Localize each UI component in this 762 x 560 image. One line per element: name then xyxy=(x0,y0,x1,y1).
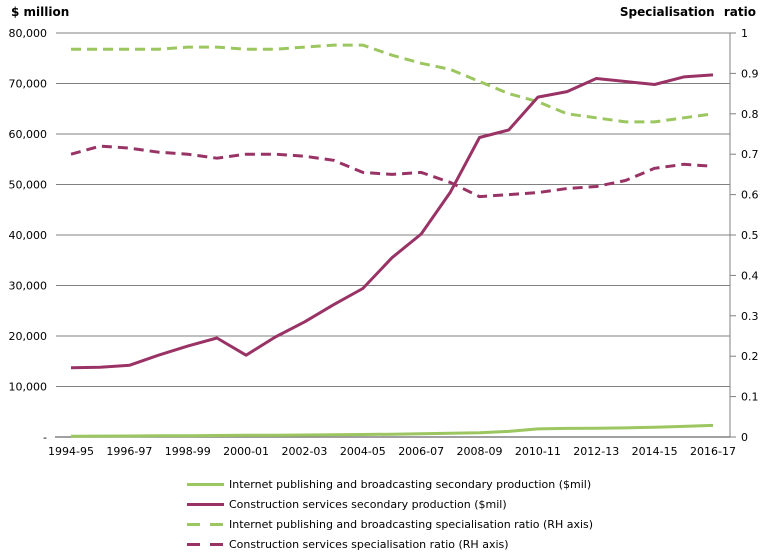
legend-swatch-construction-production-line xyxy=(187,502,224,506)
y-axis-tick-label: 30,000 xyxy=(9,280,48,293)
series-line-1 xyxy=(70,73,714,370)
right-axis-tick-label: 0.8 xyxy=(741,108,759,121)
x-axis-tick-label: 2000-01 xyxy=(223,445,269,458)
x-axis-tick-label: 2008-09 xyxy=(457,445,503,458)
legend-swatch-internet-production-line xyxy=(187,482,224,486)
chart-plot: - 10,000 20,000 30,000 40,000 50,000 60,000 70,… xyxy=(9,27,759,458)
x-axis-tick-label: 2002-03 xyxy=(281,445,327,458)
x-axis-tick-label: 2012-13 xyxy=(573,445,619,458)
series-line-2 xyxy=(71,43,714,124)
x-axis-tick-label: 2004-05 xyxy=(340,445,386,458)
left-axis-title: $ million xyxy=(11,5,70,19)
legend-swatch-internet-ratio-line xyxy=(187,522,224,526)
right-axis-tick-label: 0.3 xyxy=(741,310,759,323)
y-axis-tick-label: 80,000 xyxy=(9,27,48,40)
legend-label: Construction services specialisation rat… xyxy=(229,537,509,551)
legend-item: Internet publishing and broadcasting spe… xyxy=(187,517,594,531)
legend-item: Internet publishing and broadcasting sec… xyxy=(187,477,593,491)
legend-label: Internet publishing and broadcasting sec… xyxy=(229,477,592,491)
x-axis-tick-label: 1998-99 xyxy=(165,445,211,458)
x-axis-tick-label: 2014-15 xyxy=(632,445,678,458)
x-axis-tick-label: 1994-95 xyxy=(48,445,94,458)
x-axis-tick-label: 2006-07 xyxy=(398,445,444,458)
y-axis-tick-label: 10,000 xyxy=(9,381,48,394)
y-axis-tick-label: 40,000 xyxy=(9,229,48,242)
x-axis-tick-label: 2010-11 xyxy=(515,445,561,458)
legend-label: Internet publishing and broadcasting spe… xyxy=(229,517,594,531)
y-axis-tick-label: 20,000 xyxy=(9,330,48,343)
right-axis-tick-label: 0.4 xyxy=(741,269,759,282)
right-axis-tick-label: 0 xyxy=(741,431,748,444)
y-axis-tick-label: 70,000 xyxy=(9,78,48,91)
series-line-3 xyxy=(70,144,714,199)
legend: Internet publishing and broadcasting sec… xyxy=(187,478,593,558)
legend-swatch-construction-ratio-line xyxy=(187,542,224,546)
right-axis-tick-label: 0.7 xyxy=(741,148,759,161)
right-axis-title: Specialisation ratio xyxy=(619,5,756,19)
right-axis-tick-label: 0.1 xyxy=(741,391,759,404)
legend-label: Construction services secondary producti… xyxy=(229,497,507,511)
legend-item: Construction services secondary producti… xyxy=(187,497,593,511)
x-axis-tick-label: 2016-17 xyxy=(690,445,736,458)
right-axis-tick-label: 1 xyxy=(741,27,748,40)
legend-item: Construction services specialisation rat… xyxy=(187,537,593,551)
y-axis-tick-label: - xyxy=(43,431,47,444)
right-axis-tick-label: 0.2 xyxy=(741,350,759,363)
series-line-0 xyxy=(70,423,714,438)
y-axis-tick-label: 60,000 xyxy=(9,128,48,141)
right-axis-tick-label: 0.6 xyxy=(741,189,759,202)
right-axis-tick-label: 0.5 xyxy=(741,229,759,242)
y-axis-tick-label: 50,000 xyxy=(9,179,48,192)
right-axis-tick-label: 0.9 xyxy=(741,67,759,80)
x-axis-tick-label: 1996-97 xyxy=(106,445,152,458)
